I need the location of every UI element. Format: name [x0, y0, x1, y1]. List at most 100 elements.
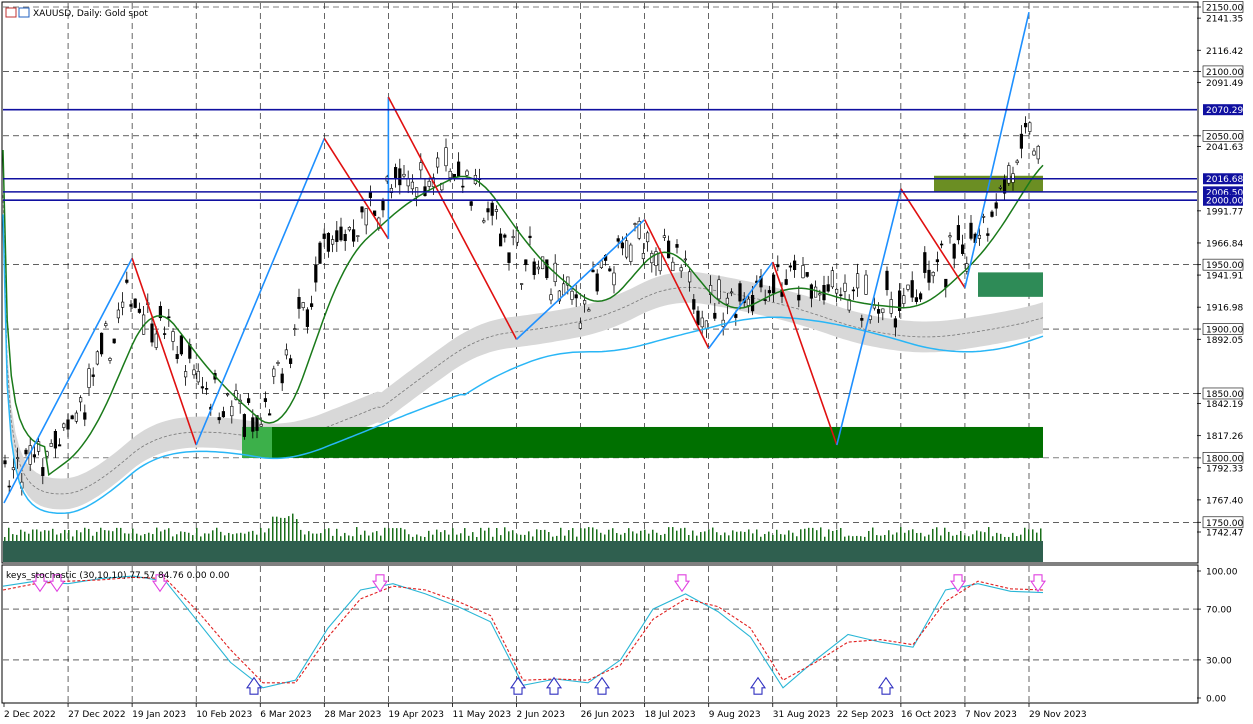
buy-arrow-icon	[877, 676, 895, 695]
candle-body	[671, 261, 675, 272]
volume-bar	[636, 533, 638, 541]
volume-bar	[608, 529, 610, 541]
candle-body	[834, 288, 839, 294]
horizontal-levels[interactable]	[3, 108, 1197, 202]
candle-body	[263, 398, 268, 402]
candle-body	[351, 229, 356, 242]
volume-bar	[752, 533, 754, 541]
price-label: 2100.00	[1206, 68, 1243, 78]
volume-bar	[492, 536, 494, 541]
candle-body	[654, 251, 658, 266]
candle-body	[284, 349, 289, 356]
zigzag-up-leg	[3, 257, 133, 504]
volume-bar	[288, 516, 290, 541]
candle-body	[49, 443, 53, 447]
volume-bar	[484, 530, 486, 541]
candle-body	[221, 411, 226, 418]
candle-body	[540, 256, 545, 270]
volume-bar	[156, 527, 158, 541]
volume-bar	[756, 529, 758, 541]
time-axis: 2 Dec 2022 27 Dec 2022 19 Jan 2023 10 Feb 2…	[3, 703, 1087, 720]
candle-body	[486, 208, 490, 213]
candle-body	[393, 167, 398, 178]
candle-body	[179, 335, 184, 355]
candle-body	[381, 200, 385, 211]
candle-body	[519, 283, 524, 285]
volume-bar	[652, 529, 654, 541]
volume-bar	[1028, 529, 1030, 541]
level-price-box	[1203, 173, 1243, 185]
volume-bar	[904, 532, 906, 541]
candle-body	[679, 267, 683, 272]
candle-body	[87, 368, 91, 388]
volume-bar	[560, 527, 562, 541]
zones	[242, 175, 1043, 458]
volume-bar	[716, 532, 718, 541]
candle-body	[41, 467, 45, 476]
volume-bar	[400, 527, 402, 541]
volume-bar	[712, 527, 714, 541]
volume-bar	[308, 531, 310, 541]
volume-bar	[724, 532, 726, 541]
volume-bar	[500, 535, 502, 541]
chart-icon[interactable]	[5, 7, 17, 18]
volume-bar	[464, 528, 466, 541]
candle-body	[549, 294, 553, 301]
candle-body	[616, 238, 620, 242]
chart-icon[interactable]	[18, 7, 30, 18]
volume-bar	[768, 531, 770, 541]
candle-body	[1007, 165, 1011, 184]
volume-bar	[548, 532, 550, 541]
price-label: 1792.33	[1206, 464, 1243, 474]
candle-body	[612, 272, 616, 286]
candle-body	[750, 294, 755, 312]
volume-bar	[44, 530, 46, 541]
volume-bar	[176, 534, 178, 541]
volume-bar	[932, 528, 934, 541]
zigzag	[3, 11, 1030, 504]
time-label: 31 Aug 2023	[773, 710, 831, 720]
volume-bar	[256, 534, 258, 541]
candle-body	[356, 235, 360, 237]
candles	[3, 116, 1040, 496]
time-label: 10 Feb 2023	[196, 710, 252, 720]
symbol-icons[interactable]	[5, 7, 30, 18]
price-label-box	[1202, 65, 1244, 78]
time-label: 19 Apr 2023	[388, 710, 444, 720]
volume-bar	[920, 532, 922, 541]
candle-body	[24, 449, 28, 455]
sell-arrow-icon	[949, 574, 967, 593]
volume-bar	[428, 530, 430, 541]
candle-body	[364, 208, 368, 226]
candle-body	[729, 291, 734, 294]
time-label: 29 Nov 2023	[1029, 710, 1087, 720]
volume-bar	[880, 535, 882, 541]
price-label-box	[1202, 1, 1244, 13]
candle-body	[914, 297, 918, 302]
volume-bar	[960, 530, 962, 541]
candle-body	[150, 323, 154, 343]
volume-bar	[516, 534, 518, 541]
time-label: 19 Jan 2023	[132, 710, 186, 720]
candle-body	[876, 309, 881, 314]
volume-bar	[460, 533, 462, 541]
volume-bar	[1016, 536, 1018, 541]
volume-bar	[776, 529, 778, 541]
candle-body	[700, 317, 704, 328]
candle-body	[759, 276, 763, 288]
price-label: 2091.49	[1206, 79, 1243, 89]
volume-bar	[820, 527, 822, 541]
candle-body	[314, 264, 318, 283]
buy-arrow-icon	[245, 676, 263, 695]
volume-bar	[676, 530, 678, 541]
candle-body	[986, 233, 990, 236]
volume-bar	[656, 532, 658, 541]
volume-bar	[688, 535, 690, 541]
candle-body	[368, 192, 373, 198]
candle-body	[247, 398, 251, 403]
candle-body	[860, 317, 864, 321]
candle-body	[469, 201, 473, 206]
candle-body	[465, 170, 469, 176]
